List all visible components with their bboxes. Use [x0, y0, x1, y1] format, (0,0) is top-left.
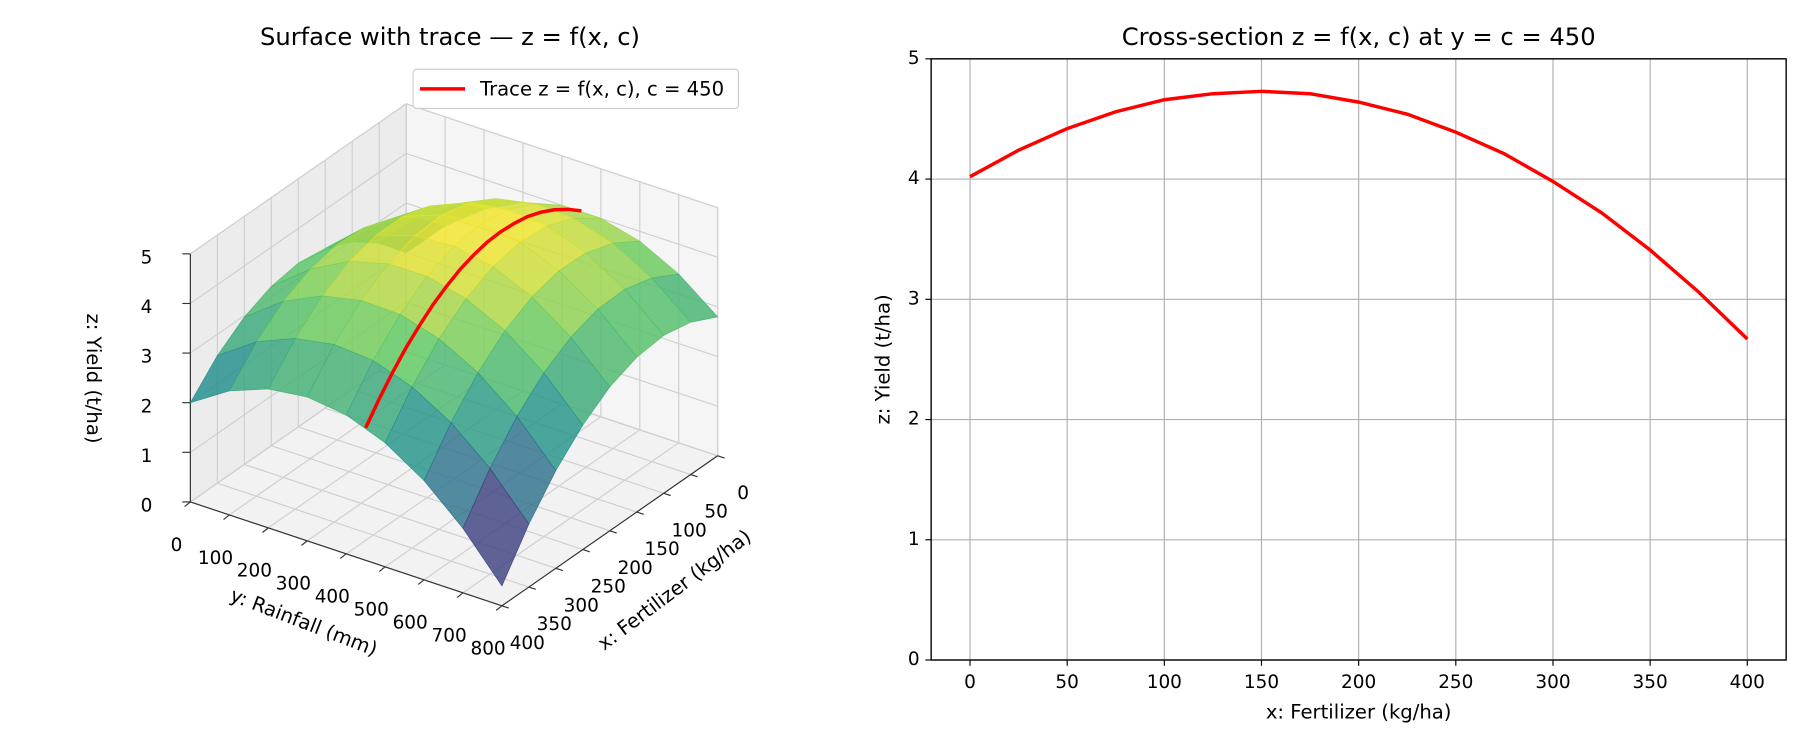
x-tick-label: 0	[964, 672, 976, 693]
grid-line	[405, 103, 718, 209]
x-tick-label: 150	[1244, 672, 1279, 693]
chart-title: Surface with trace — z = f(x, c)	[260, 23, 640, 51]
x-tick-label: 300	[564, 595, 599, 616]
x-tick-label: 100	[672, 520, 707, 541]
y-tick	[223, 514, 230, 520]
x-tick	[609, 530, 617, 534]
y-tick-label: 800	[470, 639, 505, 660]
x-tick-label: 200	[1341, 672, 1376, 693]
y-tick-label: 600	[393, 613, 428, 634]
x-tick	[501, 605, 510, 609]
z-tick-label: 4	[141, 297, 153, 318]
plot-frame	[930, 58, 1787, 661]
z-tick-label: 0	[141, 496, 153, 517]
z-tick-label: 2	[141, 396, 153, 417]
x-tick-label: 350	[1633, 672, 1668, 693]
y-axis-line	[190, 501, 503, 607]
y-tick-label: 3	[908, 288, 920, 309]
surface-patch	[462, 467, 530, 587]
x-tick-label: 150	[645, 539, 680, 560]
y-tick	[262, 527, 269, 533]
y-tick	[456, 592, 464, 598]
x-tick-label: 400	[1730, 672, 1765, 693]
y-tick-label: 300	[276, 574, 311, 595]
z-tick-label: 3	[141, 347, 153, 368]
y-tick-label: 4	[908, 168, 920, 189]
x-tick	[663, 492, 671, 497]
x-tick-label: 250	[1438, 672, 1473, 693]
x-tick-label: 50	[704, 502, 727, 523]
series-line	[969, 89, 1749, 341]
x-tick-label: 350	[537, 614, 572, 635]
y-tick-label: 1	[908, 529, 920, 550]
y-tick-label: 0	[171, 535, 183, 556]
x-tick	[636, 511, 644, 515]
y-tick	[340, 553, 347, 559]
x-tick	[717, 455, 725, 459]
grid-line	[190, 103, 407, 255]
trace-line	[364, 207, 582, 429]
y-tick-label: 200	[237, 561, 272, 582]
x-tick-label: 300	[1535, 672, 1570, 693]
z-tick-label: 5	[141, 247, 153, 268]
x-tick-label: 0	[737, 483, 749, 504]
y-tick-label: 700	[432, 626, 467, 647]
x-tick	[528, 586, 536, 590]
chart-title: Cross-section z = f(x, c) at y = c = 450	[1122, 23, 1596, 51]
y-tick-label: 100	[198, 548, 233, 569]
y-tick	[184, 501, 191, 507]
x-tick-label: 250	[591, 577, 626, 598]
y-tick	[417, 579, 425, 585]
x-tick	[582, 548, 590, 553]
y-axis-label: z: Yield (t/ha)	[871, 294, 894, 424]
x-tick	[555, 567, 563, 572]
x-tick-label: 200	[618, 558, 653, 579]
legend-label: Trace z = f(x, c), c = 450	[479, 78, 724, 101]
x-axis-label: x: Fertilizer (kg/ha)	[1266, 701, 1452, 724]
y-tick	[495, 605, 503, 611]
z-tick-label: 1	[141, 446, 153, 467]
y-tick	[301, 540, 308, 546]
y-tick-label: 0	[908, 649, 920, 670]
z-axis-label: z: Yield (t/ha)	[82, 313, 105, 443]
y-tick	[378, 566, 386, 572]
x-tick-label: 50	[1055, 672, 1078, 693]
x-tick-label: 100	[1147, 672, 1182, 693]
y-tick-label: 5	[908, 48, 920, 69]
legend-box	[412, 68, 740, 110]
grid-line	[190, 152, 407, 304]
x-tick	[690, 473, 698, 478]
x-tick-label: 400	[510, 633, 545, 654]
y-tick-label: 2	[908, 409, 920, 430]
y-tick-label: 400	[315, 587, 350, 608]
y-tick-label: 500	[354, 600, 389, 621]
